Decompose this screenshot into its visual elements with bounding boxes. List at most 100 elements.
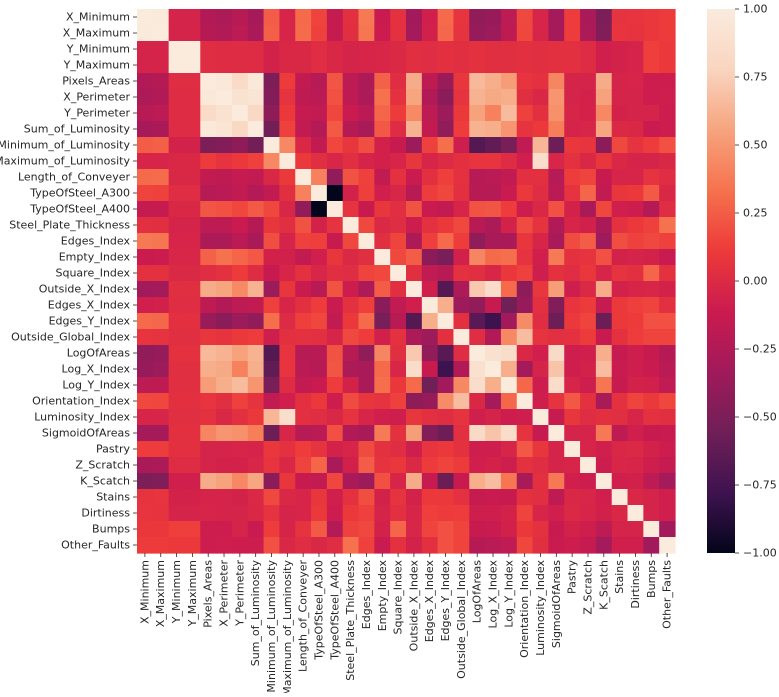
heatmap-cell — [406, 153, 423, 170]
heatmap-cell — [532, 457, 550, 474]
column-label: Y_Perimeter — [233, 560, 246, 627]
heatmap-cell — [437, 281, 455, 298]
heatmap-cell — [453, 9, 470, 26]
heatmap-cell — [627, 505, 644, 522]
heatmap-cell — [231, 265, 249, 282]
heatmap-cell — [421, 281, 439, 298]
heatmap-cell — [311, 137, 328, 154]
heatmap-cell — [374, 297, 391, 314]
heatmap-cell — [279, 73, 296, 90]
heatmap-cell — [231, 313, 249, 330]
heatmap-cell — [311, 9, 328, 26]
heatmap-cell — [390, 425, 407, 442]
heatmap-cell — [374, 329, 391, 346]
heatmap-cell — [168, 57, 186, 74]
heatmap-cell — [326, 217, 344, 234]
row-label: Length_of_Conveyer — [18, 171, 130, 184]
heatmap-cell — [580, 409, 597, 426]
heatmap-cell — [390, 233, 407, 250]
row-label: TypeOfSteel_A300 — [29, 187, 130, 200]
heatmap-cell — [137, 377, 154, 394]
heatmap-cell — [216, 313, 233, 330]
row-label: Luminosity_Index — [34, 411, 130, 424]
heatmap-cell — [137, 425, 154, 442]
heatmap-cell — [247, 169, 265, 186]
heatmap-cell — [643, 25, 660, 42]
heatmap-cell — [326, 425, 344, 442]
heatmap-cell — [263, 345, 281, 362]
heatmap-cell — [453, 249, 470, 266]
column-label: Edges_X_Index — [423, 560, 436, 643]
heatmap-cell — [485, 489, 502, 506]
heatmap-cell — [358, 441, 375, 458]
heatmap-cell — [516, 313, 534, 330]
row-label: Other_Faults — [61, 539, 130, 552]
heatmap-cell — [437, 345, 455, 362]
row-label: SigmoidOfAreas — [42, 427, 130, 440]
heatmap-cell — [532, 217, 550, 234]
heatmap-cell — [627, 105, 644, 122]
heatmap-cell — [374, 521, 391, 538]
heatmap-cell — [500, 377, 518, 394]
heatmap-cell — [500, 521, 518, 538]
heatmap-cell — [564, 297, 581, 314]
heatmap-cell — [263, 217, 281, 234]
heatmap-cell — [580, 153, 597, 170]
heatmap-cell — [469, 233, 486, 250]
heatmap-cell — [247, 537, 265, 554]
heatmap-cell — [643, 169, 660, 186]
heatmap-cell — [152, 233, 170, 250]
heatmap-cell — [342, 393, 360, 410]
heatmap-cell — [137, 73, 154, 90]
heatmap-cell — [311, 361, 328, 378]
heatmap-cell — [279, 281, 296, 298]
heatmap-cell — [295, 185, 312, 202]
heatmap-cell — [247, 473, 265, 490]
heatmap-cell — [326, 393, 344, 410]
heatmap-cell — [627, 217, 644, 234]
heatmap-cell — [342, 441, 360, 458]
heatmap-cell — [184, 409, 201, 426]
heatmap-cell — [643, 105, 660, 122]
heatmap-cell — [437, 9, 455, 26]
heatmap-cell — [421, 105, 439, 122]
heatmap-cell — [231, 57, 249, 74]
row-label: Outside_X_Index — [39, 283, 131, 296]
heatmap-cell — [374, 457, 391, 474]
heatmap-cell — [437, 457, 455, 474]
heatmap-cell — [516, 121, 534, 138]
heatmap-cell — [200, 185, 217, 202]
heatmap-cell — [279, 393, 296, 410]
row-label: K_Scatch — [80, 475, 130, 488]
heatmap-cell — [611, 73, 629, 90]
heatmap-cell — [168, 73, 186, 90]
heatmap-cell — [263, 201, 281, 218]
heatmap-cell — [516, 521, 534, 538]
heatmap-cell — [231, 153, 249, 170]
heatmap-cell — [231, 185, 249, 202]
heatmap-cell — [247, 521, 265, 538]
heatmap-cell — [453, 233, 470, 250]
heatmap-cell — [469, 473, 486, 490]
heatmap-cell — [421, 297, 439, 314]
heatmap-cell — [279, 89, 296, 106]
heatmap-cell — [453, 473, 470, 490]
heatmap-cell — [326, 313, 344, 330]
heatmap-cell — [311, 297, 328, 314]
heatmap-cell — [453, 89, 470, 106]
heatmap-cell — [279, 521, 296, 538]
heatmap-cell — [500, 281, 518, 298]
heatmap-cell — [453, 377, 470, 394]
heatmap-cell — [326, 505, 344, 522]
heatmap-cell — [358, 73, 375, 90]
heatmap-cell — [311, 233, 328, 250]
heatmap-cell — [595, 457, 613, 474]
heatmap-cell — [421, 265, 439, 282]
heatmap-cell — [500, 41, 518, 58]
heatmap-cell — [659, 361, 676, 378]
heatmap-cell — [643, 409, 660, 426]
column-label: TypeOfSteel_A400 — [328, 560, 341, 661]
heatmap-cell — [659, 393, 676, 410]
heatmap-cell — [453, 137, 470, 154]
heatmap-cell — [263, 457, 281, 474]
